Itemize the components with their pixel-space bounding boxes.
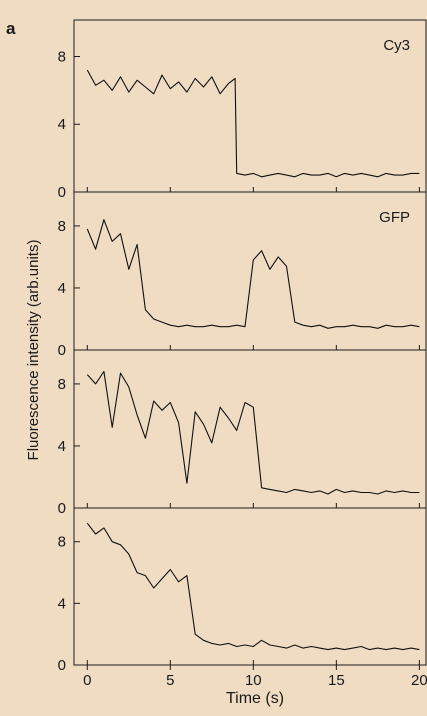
trace-3	[86, 370, 420, 495]
x-tick-label-20: 20	[411, 672, 427, 689]
y-tick-label-4-0: 0	[58, 657, 66, 674]
y-tick-label-2-4: 4	[58, 280, 66, 297]
panel-frame-4	[73, 507, 427, 666]
panel-letter: a	[6, 19, 16, 38]
y-tick-label-3-0: 0	[58, 500, 66, 517]
panel-label-2: GFP	[379, 209, 410, 226]
y-tick-label-4-8: 8	[58, 534, 66, 551]
trace-2	[86, 219, 420, 329]
y-tick-label-3-4: 4	[58, 438, 66, 455]
y-tick-label-1-8: 8	[58, 48, 66, 65]
x-tick-label-10: 10	[245, 672, 262, 689]
trace-4	[86, 522, 420, 651]
y-tick-label-1-0: 0	[58, 184, 66, 201]
x-tick-label-15: 15	[328, 672, 345, 689]
y-tick-label-3-8: 8	[58, 376, 66, 393]
x-axis-label: Time (s)	[226, 690, 284, 707]
y-tick-label-4-4: 4	[58, 595, 66, 612]
y-tick-label-1-4: 4	[58, 116, 66, 133]
x-tick-label-5: 5	[166, 672, 174, 689]
y-tick-label-2-0: 0	[58, 342, 66, 359]
y-axis-label: Fluorescence intensity (arb.units)	[25, 240, 42, 461]
x-tick-label-0: 0	[83, 672, 91, 689]
y-tick-label-2-8: 8	[58, 218, 66, 235]
panel-label-1: Cy3	[383, 37, 410, 54]
trace-1	[86, 69, 420, 178]
panels: 0 4 8 Cy3 0 4 8 GFP 0 4 8 0 4 8 0 5 10 15 20	[58, 19, 427, 689]
